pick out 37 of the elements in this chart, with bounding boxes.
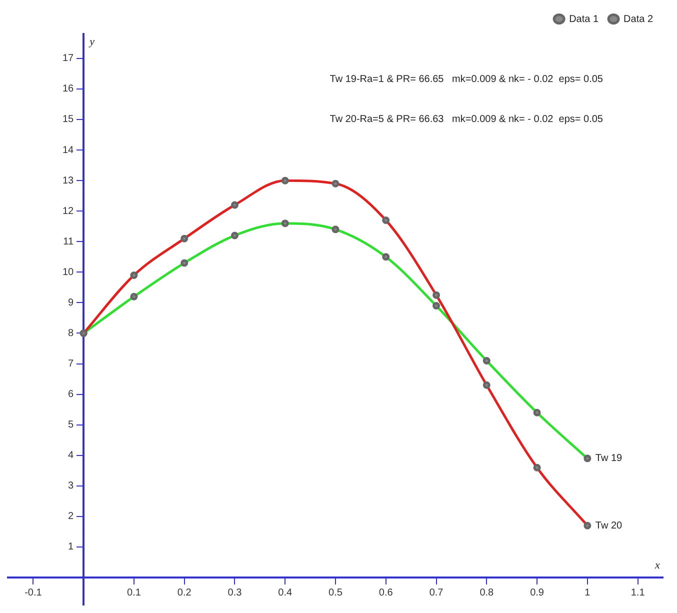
- legend-label: Data 1: [569, 14, 599, 25]
- annotation: Tw 20: [595, 520, 623, 532]
- y-tick-label: 16: [62, 84, 74, 95]
- x-tick-label: 0.8: [480, 587, 494, 598]
- y-tick-label: 15: [62, 114, 74, 126]
- y-tick-label: 7: [68, 358, 74, 370]
- x-tick-label: 0.2: [177, 587, 192, 598]
- y-tick-label: 8: [68, 328, 74, 339]
- y-tick-label: 6: [68, 389, 74, 400]
- annotation: Tw 20-Ra=5 & PR= 66.63 mk=0.009 & nk= - 0.02 eps= 0.05: [330, 114, 604, 125]
- x-tick-label: 0.5: [328, 587, 343, 598]
- annotation: Tw 19: [595, 453, 623, 464]
- x-tick-label: 0.9: [530, 587, 544, 598]
- y-tick-label: 3: [68, 480, 74, 492]
- x-tick-label: 1.1: [630, 587, 646, 598]
- y-tick-label: 12: [62, 206, 74, 217]
- x-tick-label: 0.3: [228, 587, 242, 598]
- annotation: Tw 19-Ra=1 & PR= 66.65 mk=0.009 & nk= - 0.02 eps= 0.05: [330, 74, 604, 85]
- x-tick-label: 0.4: [278, 587, 292, 598]
- x-axis-title: x: [654, 559, 660, 572]
- x-tick-label: 1: [584, 587, 591, 598]
- y-tick-label: 1: [68, 542, 74, 553]
- y-tick-label: 9: [68, 297, 74, 308]
- y-tick-label: 13: [62, 175, 74, 186]
- x-tick-label: 0.1: [127, 587, 142, 598]
- y-tick-label: 10: [62, 266, 74, 278]
- y-tick-label: 4: [68, 450, 74, 462]
- y-tick-label: 2: [68, 511, 74, 522]
- legend-label: Data 2: [624, 14, 654, 25]
- y-tick-label: 11: [63, 236, 74, 248]
- x-tick-label: -0.1: [24, 587, 42, 598]
- y-axis-title: y: [88, 36, 95, 48]
- x-tick-label: 0.6: [378, 587, 394, 598]
- x-tick-label: 0.7: [429, 587, 444, 598]
- y-tick-label: 14: [62, 144, 74, 156]
- y-tick-label: 5: [68, 420, 74, 431]
- y-tick-label: 17: [62, 53, 74, 64]
